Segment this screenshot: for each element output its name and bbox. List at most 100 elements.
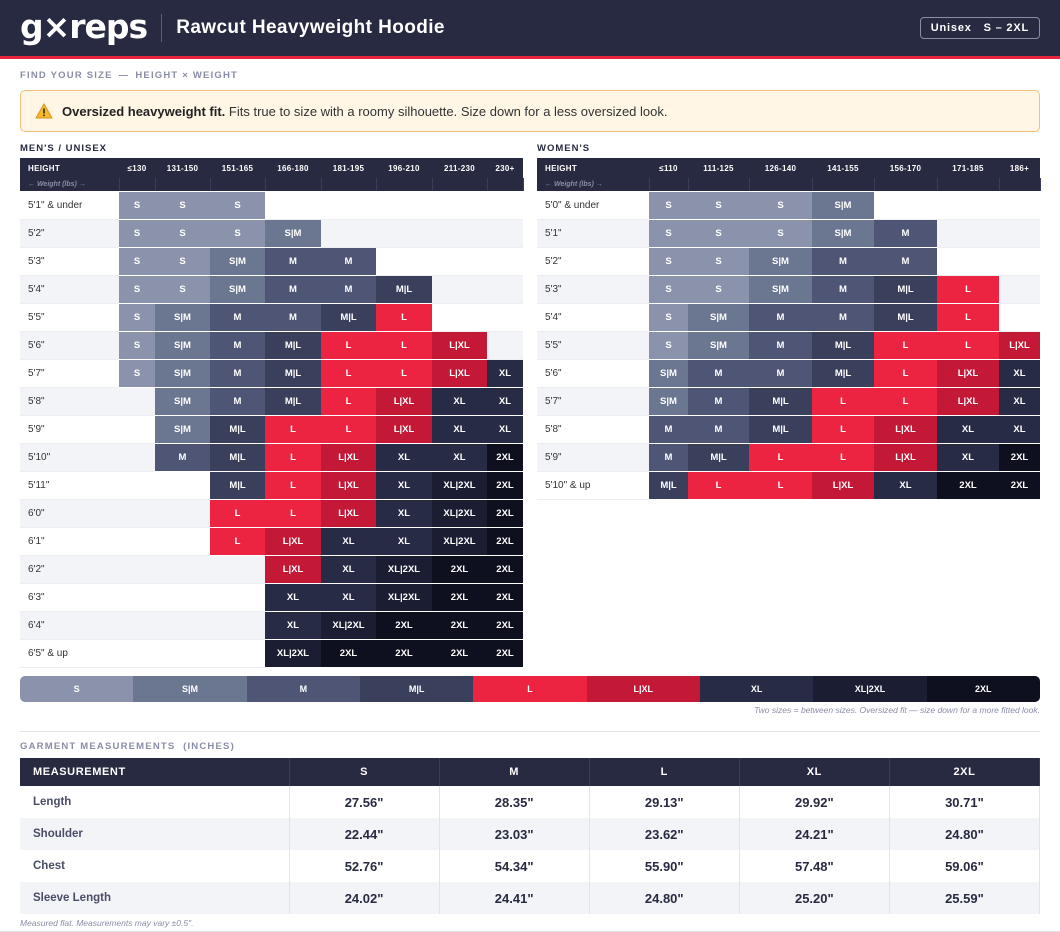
size-grid-row: 5'0" & under S S S S|M: [537, 191, 1040, 220]
height-label: 5'4": [20, 275, 119, 304]
size-cell: 2XL: [432, 611, 487, 640]
size-cell: XL: [487, 387, 523, 416]
measurement-column-header: MEASUREMENT: [20, 758, 290, 786]
weight-axis-spacer: [210, 178, 266, 192]
header-accent-line: [0, 56, 1060, 59]
size-cell: S: [119, 191, 155, 220]
weight-axis-spacer: [119, 178, 156, 192]
weight-column-header: 131-150: [155, 158, 210, 178]
height-label: 5'9": [20, 415, 119, 444]
size-cell: L: [265, 415, 321, 444]
size-cell: XL|2XL: [265, 639, 321, 668]
weight-axis-spacer: [999, 178, 1041, 192]
measurement-value: 29.13": [589, 786, 740, 818]
size-cell: [119, 583, 155, 612]
weight-axis-spacer: [321, 178, 377, 192]
measurement-value: 22.44": [289, 818, 440, 850]
size-cell: L: [688, 471, 749, 500]
legend-swatch: L: [473, 676, 587, 702]
size-cell: [999, 191, 1040, 220]
header-divider: [161, 14, 163, 42]
size-grid-row: 5'4" S S|M M M M|L L: [537, 303, 1040, 332]
size-cell: L|XL: [874, 443, 937, 472]
weight-axis-spacer: [376, 178, 433, 192]
height-label: 6'1": [20, 527, 119, 556]
measurement-column-header: 2XL: [889, 758, 1041, 786]
size-cell: S: [649, 303, 688, 332]
size-grid-row: 5'9" M M|L L L L|XL XL 2XL: [537, 443, 1040, 472]
size-cell: M|L: [210, 443, 265, 472]
measurements-table: MEASUREMENT S M L XL 2XL Length 27.56" 28.35" 29…: [20, 758, 1041, 914]
size-cell: L: [812, 415, 874, 444]
size-cell: [119, 611, 155, 640]
measurement-value: 24.21": [739, 818, 890, 850]
size-cell: S: [155, 191, 210, 220]
height-label: 5'5": [537, 331, 649, 360]
height-label: 5'2": [20, 219, 119, 248]
size-cell: M: [210, 303, 265, 332]
size-cell: [487, 303, 523, 332]
size-cell: S: [749, 191, 812, 220]
size-cell: S: [688, 219, 749, 248]
size-cell: XL|2XL: [321, 611, 376, 640]
size-cell: S: [688, 275, 749, 304]
size-cell: [119, 639, 155, 668]
size-grid-row: 5'1" S S S S|M M: [537, 219, 1040, 248]
size-cell: M: [749, 359, 812, 388]
height-label: 5'8": [20, 387, 119, 416]
height-label: 5'3": [537, 275, 649, 304]
size-cell: [210, 555, 265, 584]
size-cell: M|L: [210, 415, 265, 444]
weight-column-header: 186+: [999, 158, 1040, 178]
size-cell: L: [812, 387, 874, 416]
size-cell: L: [265, 471, 321, 500]
measurements-heading: GARMENT MEASUREMENTS (INCHES): [20, 741, 235, 752]
size-grid-row: 6'2" L|XL XL XL|2XL 2XL 2XL: [20, 555, 523, 584]
measurement-name: Shoulder: [20, 818, 290, 850]
size-grid-row: 5'10" M M|L L L|XL XL XL 2XL: [20, 443, 523, 472]
size-cell: L|XL: [321, 443, 376, 472]
size-cell: L: [749, 443, 812, 472]
size-cell: M: [649, 443, 688, 472]
size-cell: 2XL: [376, 639, 432, 668]
measurement-name: Sleeve Length: [20, 882, 290, 914]
size-cell: XL: [321, 555, 376, 584]
weight-axis-spacer: [649, 178, 689, 192]
size-cell: 2XL: [321, 639, 376, 668]
size-cell: L: [376, 331, 432, 360]
weight-axis-spacer: [432, 178, 488, 192]
size-grid-row: 5'9" S|M M|L L L L|XL XL XL: [20, 415, 523, 444]
weight-axis-spacer: [265, 178, 322, 192]
size-cell: 2XL: [487, 471, 523, 500]
size-cell: S: [155, 247, 210, 276]
legend-swatch: M: [246, 676, 360, 702]
size-cell: S: [155, 219, 210, 248]
legend-swatch: XL|2XL: [813, 676, 927, 702]
size-cell: 2XL: [487, 443, 523, 472]
size-cell: L: [749, 471, 812, 500]
size-cell: [119, 471, 155, 500]
measurement-value: 59.06": [889, 850, 1041, 882]
size-cell: S|M: [749, 275, 812, 304]
size-cell: [432, 275, 487, 304]
size-cell: M: [812, 275, 874, 304]
size-cell: [265, 191, 321, 220]
measurement-value: 25.59": [889, 882, 1041, 914]
height-label: 5'10" & up: [537, 471, 649, 500]
height-label: 5'6": [537, 359, 649, 388]
fit-note-banner: Oversized heavyweight fit. Fits true to …: [20, 90, 1040, 132]
weight-column-header: 151-165: [210, 158, 265, 178]
size-cell: [210, 639, 265, 668]
size-cell: 2XL: [487, 555, 523, 584]
size-cell: [999, 275, 1040, 304]
size-grid-row: 6'0" L L L|XL XL XL|2XL 2XL: [20, 499, 523, 528]
brand-logo[interactable]: g×reps: [20, 6, 148, 46]
measurement-column-header: M: [439, 758, 590, 786]
size-grid-row: 5'2" S S S S|M: [20, 219, 523, 248]
size-cell: M: [265, 247, 321, 276]
size-color-legend: S S|M M M|L L L|XL XL XL|2XL 2XL: [20, 676, 1040, 702]
size-cell: 2XL: [432, 583, 487, 612]
size-cell: L|XL: [999, 331, 1040, 360]
size-cell: S|M: [649, 387, 688, 416]
size-cell: XL: [874, 471, 937, 500]
